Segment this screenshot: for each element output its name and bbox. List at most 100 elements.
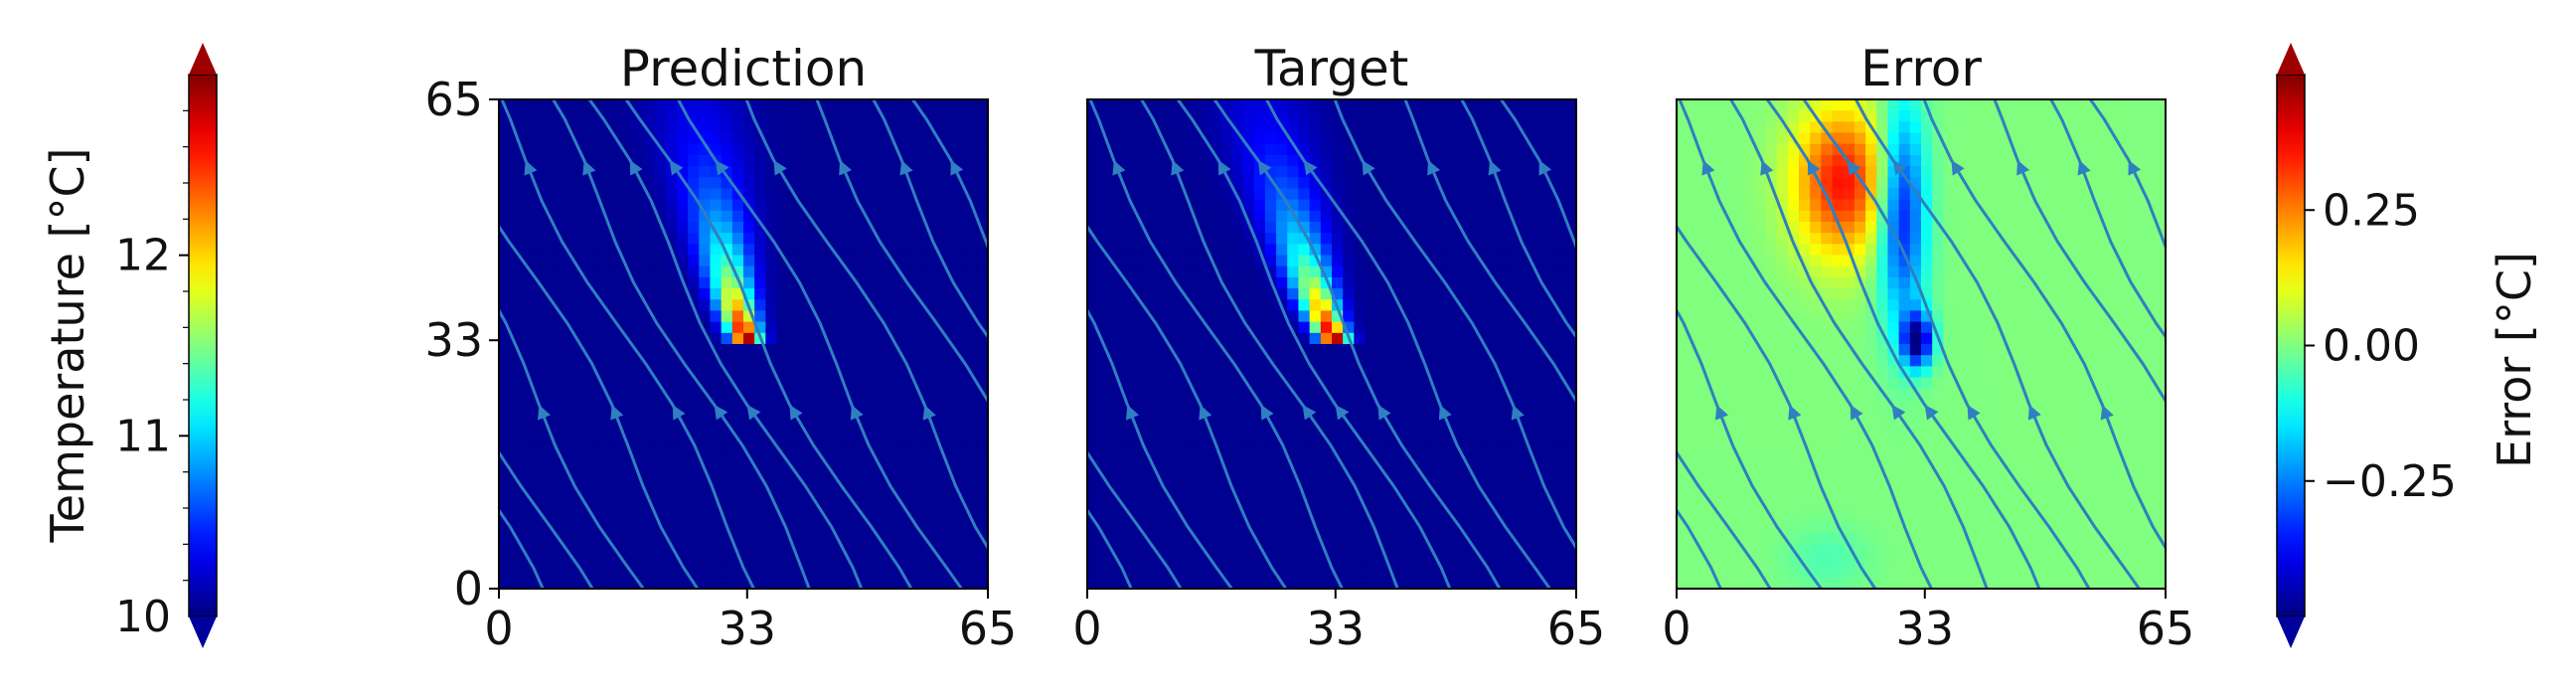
heatmap-cell [1375,521,1388,534]
heatmap-cell [1264,154,1277,167]
heatmap-cell [1131,166,1144,178]
heatmap-cell [1343,276,1355,289]
heatmap-cell [1165,355,1178,367]
heatmap-cell [943,388,956,401]
heatmap-cell [787,499,800,512]
heatmap-cell [1843,121,1855,134]
heatmap-cell [1309,310,1322,323]
heatmap-cell [1476,399,1489,412]
heatmap-cell [1309,399,1322,412]
heatmap-cell [1087,143,1099,156]
heatmap-cell [1098,132,1110,145]
heatmap-cell [1287,110,1300,122]
heatmap-cell [743,577,755,590]
heatmap-cell [1343,411,1355,423]
heatmap-cell [1865,510,1877,523]
heatmap-cell [1142,422,1155,435]
heatmap-cell [1386,344,1399,356]
heatmap-cell [954,143,967,156]
heatmap-cell [1521,222,1532,234]
heatmap-cell [976,344,989,356]
heatmap-cell [1743,454,1755,467]
heatmap-cell [1264,454,1277,467]
heatmap-cell [909,222,922,234]
heatmap-cell [932,566,944,579]
heatmap-cell [1365,154,1377,167]
heatmap-cell [1810,276,1822,289]
heatmap-cell [1209,177,1221,190]
heatmap-cell [1754,288,1767,300]
heatmap-cell [1454,244,1466,257]
heatmap-cell [1487,177,1500,190]
heatmap-cell [654,433,667,445]
heatmap-cell [1409,422,1422,435]
heatmap-cell [1442,443,1455,456]
heatmap-cell [710,143,723,156]
heatmap-cell [665,477,678,489]
heatmap-cell [898,188,911,201]
heatmap-cell [843,166,856,178]
heatmap-cell [1098,265,1110,278]
heatmap-cell [1142,276,1155,289]
heatmap-cell [1320,355,1333,367]
streamline [1176,99,1452,589]
heatmap-cell [976,499,989,512]
heatmap-cell [1898,443,1911,456]
heatmap-cell [576,466,589,478]
heatmap-cell [1354,255,1367,267]
heatmap-cell [1098,321,1110,334]
heatmap-cell [499,199,511,212]
heatmap-cell [898,411,911,423]
heatmap-cell [587,466,600,478]
heatmap-cell [688,399,700,412]
heatmap-cell [1553,332,1566,345]
heatmap-cell [843,399,856,412]
heatmap-cell [1887,544,1900,557]
heatmap-cell [1876,577,1889,590]
heatmap-cell [1120,222,1133,234]
heatmap-cell [1887,466,1900,478]
heatmap-cell [1887,355,1900,367]
heatmap-cell [776,399,789,412]
heatmap-cell [1909,121,1922,134]
heatmap-cell [954,110,967,122]
heatmap-cell [1720,466,1733,478]
heatmap-cell [898,577,911,590]
heatmap-cell [1409,188,1422,201]
heatmap-cell [621,577,633,590]
streamline-arrow [1362,160,1375,176]
heatmap-cell [1098,477,1110,489]
heatmap-cell [1375,332,1388,345]
heatmap-cell [521,344,534,356]
heatmap-cell [654,110,667,122]
heatmap-cell [1564,188,1577,201]
heatmap-cell [1454,177,1466,190]
heatmap-cell [1810,132,1822,145]
heatmap-cell [1564,199,1577,212]
heatmap-cell [731,355,744,367]
heatmap-cell [909,466,922,478]
heatmap-cell [1198,466,1210,478]
heatmap-cell [1709,499,1722,512]
heatmap-cell [1087,422,1099,435]
heatmap-cell [1799,577,1811,590]
heatmap-cell [832,399,845,412]
heatmap-cell [1365,121,1377,134]
heatmap-cell [1754,188,1767,201]
heatmap-cell [543,355,556,367]
heatmap-cell [1810,143,1822,156]
heatmap-cell [643,521,656,534]
heatmap-cell [1365,299,1377,312]
streamline [1403,99,1576,404]
heatmap-cell [1709,344,1722,356]
heatmap-cell [621,199,633,212]
heatmap-cell [1409,177,1422,190]
heatmap-cell [1298,210,1311,223]
heatmap-cell [798,265,811,278]
heatmap-cell [1799,488,1811,501]
x-tick-label: 0 [1072,602,1101,655]
heatmap-cell [1320,499,1333,512]
heatmap-cell [1309,177,1322,190]
heatmap-cell [1398,188,1410,201]
heatmap-cell [499,288,511,300]
